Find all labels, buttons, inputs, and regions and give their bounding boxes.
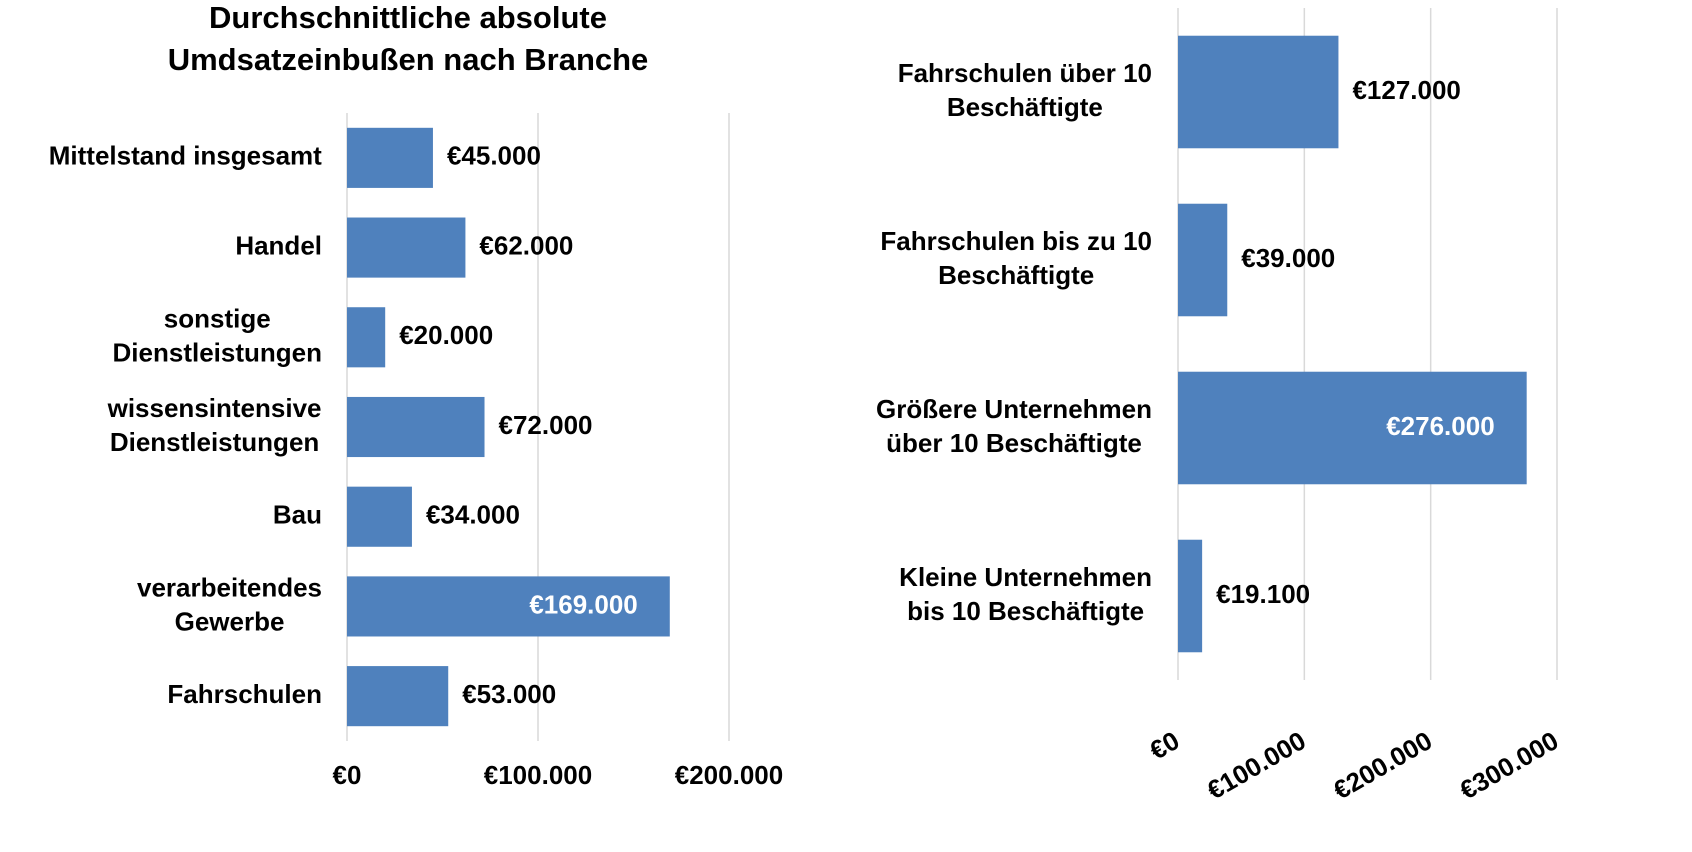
bar [347,307,386,368]
data-label: €276.000 [1386,411,1494,441]
data-label: €72.000 [499,410,593,440]
bar [347,666,449,727]
y-tick-label: Fahrschulen [167,679,322,709]
x-tick-label: €0 [1144,725,1184,765]
x-tick-label: €100.000 [1202,725,1311,805]
y-tick-label: Mittelstand insgesamt [49,141,322,171]
y-tick-label: Bau [273,500,322,530]
y-tick-label: verarbeitendes Gewerbe [137,572,322,636]
x-tick-label: €300.000 [1455,725,1564,805]
bar [1178,539,1203,653]
x-tick-label: €0 [333,760,362,790]
x-tick-label: €200.000 [675,760,783,790]
data-label: €34.000 [426,500,520,530]
x-tick-label: €200.000 [1328,725,1437,805]
y-tick-label: Handel [235,230,322,260]
bar [1178,35,1339,149]
data-label: €39.000 [1241,243,1335,273]
bar [347,576,670,637]
y-tick-label: Kleine Unternehmen bis 10 Beschäftigte [899,562,1152,626]
data-label: €169.000 [529,589,637,619]
data-label: €20.000 [399,320,493,350]
bar [347,217,466,278]
bar [347,396,485,458]
bar [1178,371,1527,485]
bar [347,486,412,547]
data-label: €45.000 [447,141,541,171]
data-label: €127.000 [1352,75,1460,105]
x-tick-label: €100.000 [484,760,592,790]
data-label: €53.000 [462,679,556,709]
chart-title: Durchschnittliche absolute Umdsatzeinbuße… [168,0,649,77]
data-label: €62.000 [479,230,573,260]
y-tick-label: wissensintensive Dienstleistungen [107,393,322,457]
data-label: €19.100 [1216,579,1310,609]
y-tick-label: Größere Unternehmen über 10 Beschäftigte [876,394,1152,458]
y-tick-label: Fahrschulen über 10 Beschäftigte [898,58,1152,122]
bar [1178,203,1228,317]
y-tick-label: sonstige Dienstleistungen [113,303,322,367]
y-tick-label: Fahrschulen bis zu 10 Beschäftigte [880,226,1152,290]
bar [347,127,433,188]
